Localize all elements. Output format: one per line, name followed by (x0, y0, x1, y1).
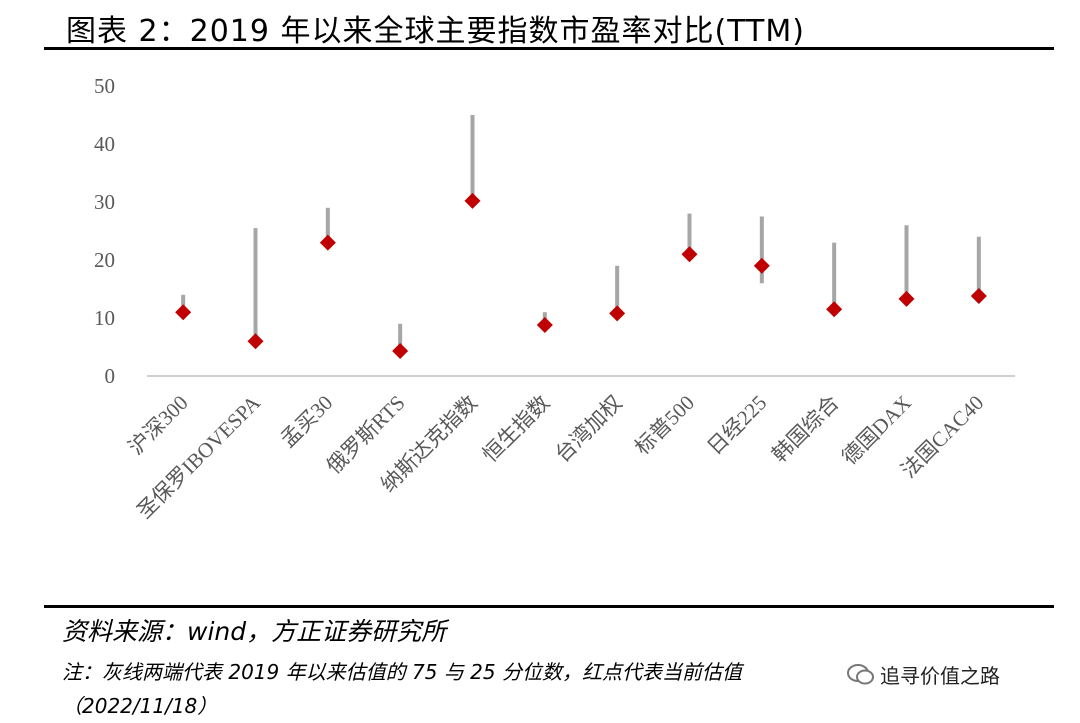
data-point (609, 305, 626, 322)
data-point (175, 304, 192, 321)
x-tick-label: 日经225 (702, 391, 771, 460)
x-tick-label: 孟买30 (276, 391, 338, 453)
note-text: 注：灰线两端代表 2019 年以来估值的 75 与 25 分位数，红点代表当前估… (62, 660, 742, 684)
y-axis: 0 10 20 30 40 50 (94, 74, 115, 388)
y-tick-label: 30 (94, 190, 115, 214)
x-tick-label: 台湾加权 (550, 391, 626, 467)
x-tick-label: 圣保罗IBOVESPA (132, 390, 265, 523)
wechat-icon (847, 664, 874, 685)
x-tick-label: 恒生指数 (478, 391, 554, 467)
y-tick-label: 20 (94, 248, 115, 272)
y-tick-label: 10 (94, 306, 115, 330)
y-tick-label: 40 (94, 132, 115, 156)
data-point (826, 301, 843, 318)
y-tick-label: 0 (105, 364, 116, 388)
date-text: （2022/11/18） (62, 694, 218, 718)
chart-title: 图表 2：2019 年以来全球主要指数市盈率对比(TTM) (66, 14, 805, 49)
x-tick-label: 韩国综合 (767, 391, 843, 467)
y-tick-label: 50 (94, 74, 115, 98)
data-point (753, 257, 770, 274)
data-point (247, 333, 264, 350)
data-point (319, 234, 336, 251)
x-tick-label: 沪深300 (124, 391, 193, 460)
watermark: 追寻价值之路 (880, 664, 1000, 688)
source-text: 资料来源：wind，方正证券研究所 (62, 617, 447, 646)
data-point (970, 287, 987, 304)
top-rule (44, 47, 1054, 50)
data-point (464, 192, 481, 209)
bottom-rule (44, 605, 1054, 608)
range-lines (181, 115, 981, 353)
current-value-points (175, 192, 987, 360)
data-point (536, 316, 553, 333)
data-point (898, 290, 915, 307)
x-tick-label: 标普500 (630, 391, 699, 460)
data-point (681, 246, 698, 263)
data-point (392, 343, 409, 360)
